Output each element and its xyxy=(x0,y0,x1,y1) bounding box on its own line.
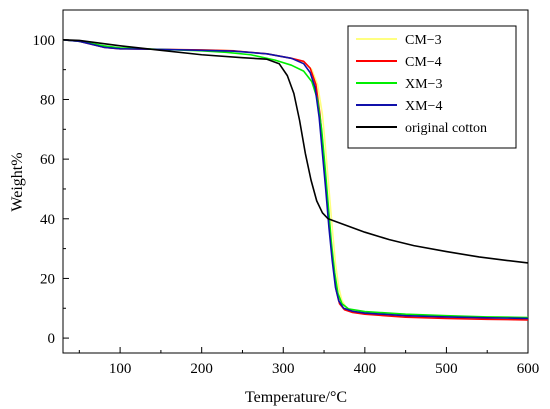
x-tick-label: 600 xyxy=(517,361,540,377)
legend-label: original cotton xyxy=(405,121,487,136)
x-axis-label: Temperature/°C xyxy=(245,389,347,406)
legend: CM−3 CM−4 XM−3 XM−4 original cotton xyxy=(347,25,517,149)
y-axis-label: Weight% xyxy=(9,152,26,211)
x-tick-label: 500 xyxy=(435,361,458,377)
y-tick-label: 100 xyxy=(33,33,56,49)
x-tick-label: 300 xyxy=(272,361,295,377)
x-tick-label: 200 xyxy=(190,361,213,377)
series-line-4 xyxy=(62,39,529,264)
y-tick-label: 20 xyxy=(40,271,55,287)
legend-label: XM−3 xyxy=(405,77,442,92)
legend-label: XM−4 xyxy=(405,99,442,114)
x-tick-label: 400 xyxy=(354,361,377,377)
y-tick-label: 80 xyxy=(40,92,55,108)
y-tick-label: 0 xyxy=(48,331,56,347)
series-lines xyxy=(62,39,529,321)
x-axis-ticks: 100 200 300 400 500 600 xyxy=(78,347,540,377)
legend-label: CM−3 xyxy=(405,33,442,48)
y-tick-label: 40 xyxy=(40,212,55,228)
series-line-3 xyxy=(62,39,529,320)
legend-label: CM−4 xyxy=(405,55,442,70)
y-tick-label: 60 xyxy=(40,152,55,168)
plot-frame xyxy=(62,9,529,354)
x-tick-label: 100 xyxy=(109,361,132,377)
y-axis-ticks: 0 20 40 60 80 100 xyxy=(33,33,69,347)
